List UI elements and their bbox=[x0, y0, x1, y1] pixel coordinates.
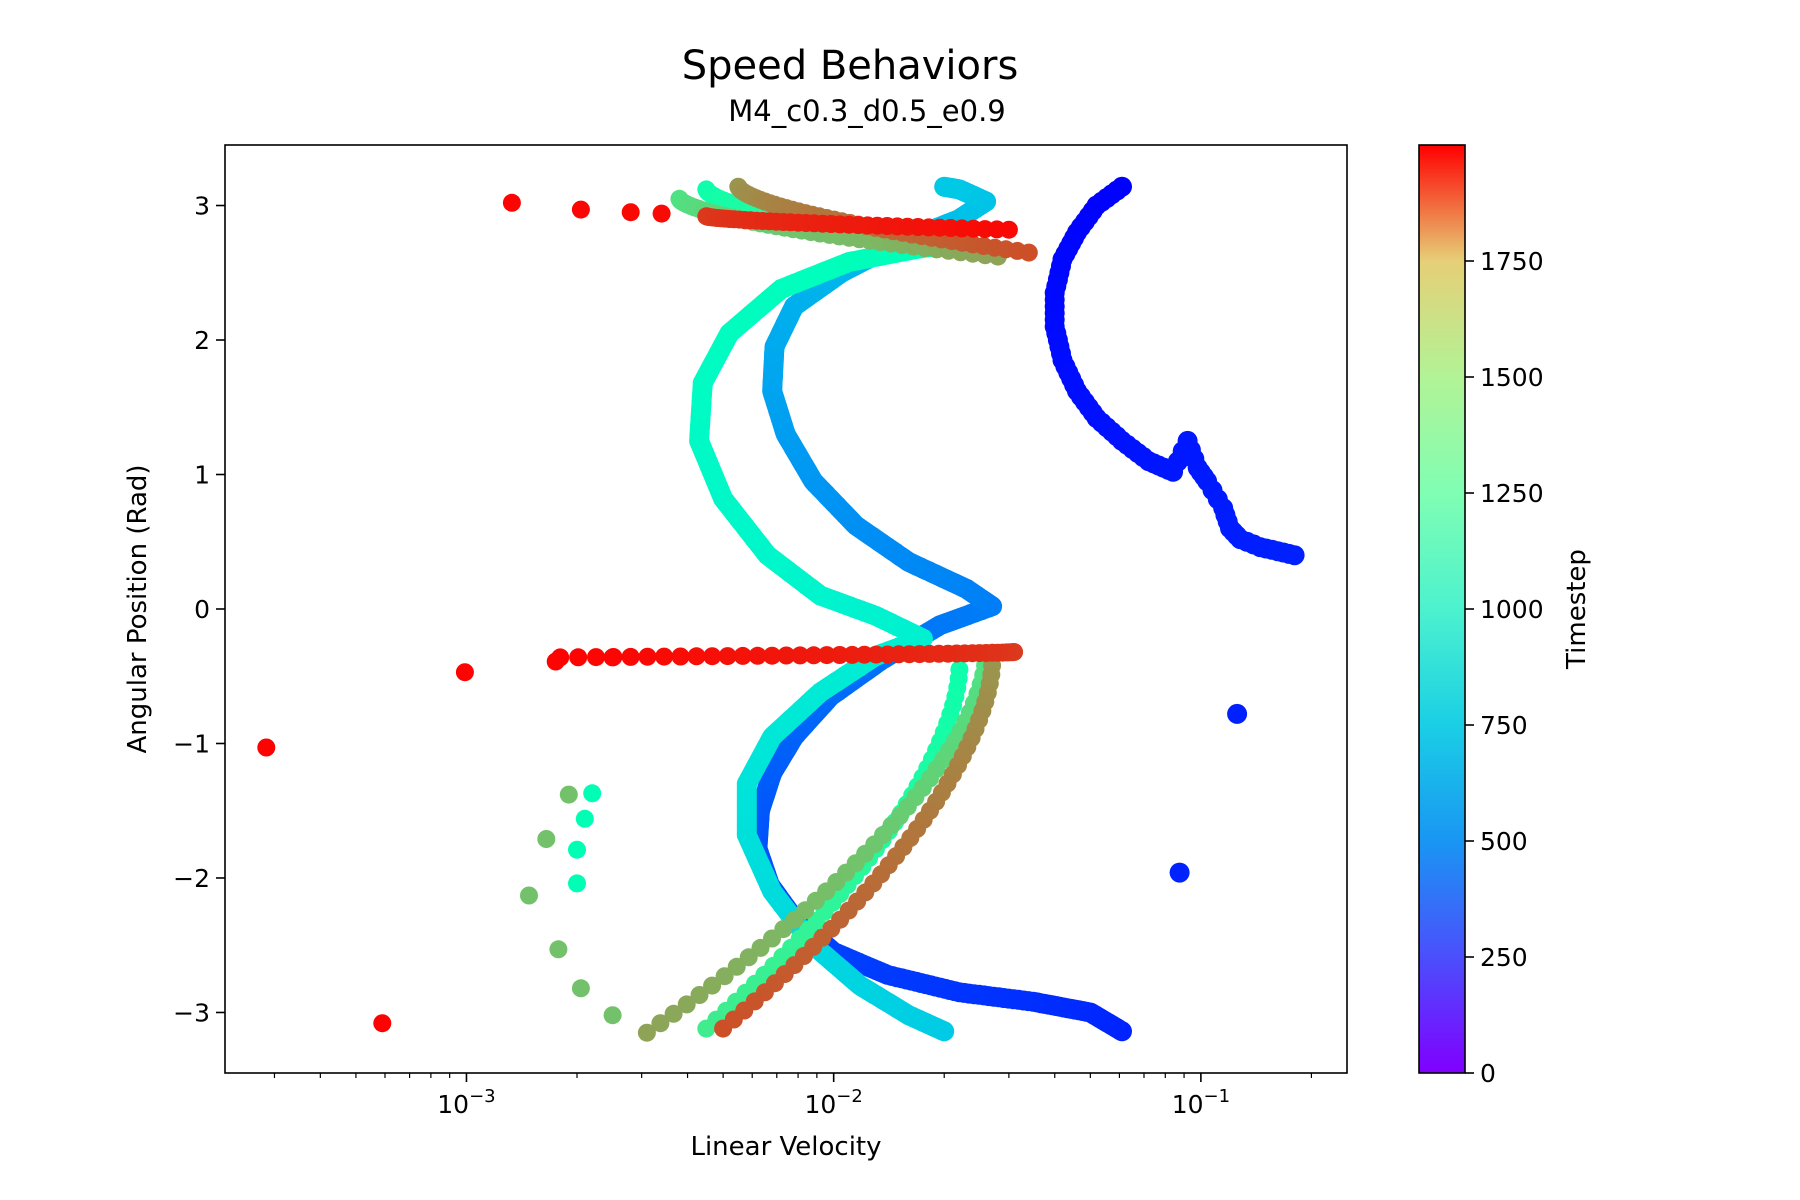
colorbar bbox=[1418, 144, 1466, 1074]
scatter-point-1272 bbox=[714, 1019, 733, 1038]
scatter-point-1302 bbox=[733, 646, 752, 665]
scatter-point-1300 bbox=[763, 646, 782, 665]
scatter-point-1190 bbox=[697, 1019, 716, 1038]
scatter-point-1295 bbox=[830, 646, 849, 664]
scatter-point-1225 bbox=[715, 967, 734, 986]
colorbar-tick-label: 1750 bbox=[1480, 247, 1544, 276]
x-tick-label: 10−3 bbox=[437, 1086, 495, 1119]
scatter-point-1306 bbox=[671, 647, 690, 666]
scatter-point-1323 bbox=[571, 979, 590, 998]
scatter-point-1307 bbox=[655, 647, 674, 666]
chart-title: Speed Behaviors bbox=[682, 43, 1019, 89]
scatter-point-1331 bbox=[568, 874, 586, 893]
colorbar-tick-label: 1000 bbox=[1480, 595, 1544, 624]
colorbar-label: Timestep bbox=[1562, 549, 1592, 670]
scatter-point-1311 bbox=[587, 648, 605, 667]
scatter-point-1312 bbox=[569, 648, 588, 667]
colorbar-tick-label: 250 bbox=[1480, 943, 1528, 972]
chart-subtitle: M4_c0.3_d0.5_e0.9 bbox=[728, 94, 1006, 128]
colorbar-tick-label: 0 bbox=[1480, 1059, 1496, 1088]
scatter-point-1315 bbox=[571, 200, 590, 219]
colorbar-tick-label: 1250 bbox=[1480, 479, 1544, 508]
y-tick-label: 0 bbox=[194, 595, 210, 624]
scatter-point-1229 bbox=[664, 1004, 683, 1023]
y-tick-label: 1 bbox=[194, 461, 210, 490]
scatter-point-1149 bbox=[999, 220, 1018, 239]
scatter-point-1108 bbox=[1019, 243, 1038, 262]
scatter-point-580 bbox=[934, 176, 955, 197]
y-tick-label: −2 bbox=[173, 864, 210, 893]
scatter-point-1320 bbox=[603, 648, 622, 667]
y-tick-label: −3 bbox=[173, 998, 210, 1027]
scatter-point-1231 bbox=[637, 1023, 656, 1042]
scatter-point-1226 bbox=[703, 976, 722, 995]
scatter-point-1325 bbox=[520, 886, 538, 905]
x-axis: 10−3 10−2 10−1 bbox=[273, 1073, 1313, 1119]
scatter-point-1299 bbox=[777, 646, 796, 665]
y-tick-label: 2 bbox=[194, 326, 210, 355]
scatter-point-1308 bbox=[638, 647, 657, 666]
colorbar-tick-label: 500 bbox=[1480, 827, 1528, 856]
scatter-point-1301 bbox=[748, 646, 767, 665]
x-tick-label: 10−1 bbox=[1172, 1086, 1230, 1119]
scatter-point-1329 bbox=[575, 809, 594, 828]
scatter-point-1330 bbox=[568, 840, 586, 859]
colorbar-axis: 0 250 500 750 1000 1250 1500 1750 bbox=[1465, 247, 1544, 1088]
scatter-point-1326 bbox=[537, 830, 556, 848]
scatter-point-1332 bbox=[583, 784, 602, 803]
scatter-point-1319 bbox=[546, 652, 565, 671]
colorbar-tick-label: 750 bbox=[1480, 711, 1528, 740]
y-axis: −3 −2 −1 0 1 2 3 bbox=[173, 192, 225, 1027]
scatter-point-1224 bbox=[727, 957, 746, 976]
x-tick-label: 10−2 bbox=[804, 1086, 862, 1119]
scatter-point-1294 bbox=[843, 645, 862, 664]
scatter-point-1321 bbox=[257, 738, 276, 757]
scatter-point-1298 bbox=[791, 646, 810, 665]
scatter-point-1227 bbox=[690, 986, 709, 1004]
scatter-point-1230 bbox=[651, 1014, 670, 1033]
scatter-point-1223 bbox=[739, 948, 758, 967]
scatter-points bbox=[257, 176, 1305, 1042]
scatter-point-1303 bbox=[718, 647, 737, 666]
scatter-point-83 bbox=[1227, 703, 1248, 724]
scatter-point-1304 bbox=[703, 647, 722, 666]
y-axis-label: Angular Position (Rad) bbox=[123, 464, 153, 753]
y-tick-label: 3 bbox=[194, 192, 210, 221]
scatter-point-1309 bbox=[621, 647, 640, 666]
y-tick-label: −1 bbox=[173, 729, 210, 758]
scatter-point-1297 bbox=[804, 646, 823, 665]
scatter-point-1324 bbox=[549, 940, 568, 959]
scatter-point-84 bbox=[1169, 862, 1190, 883]
scatter-point-82 bbox=[1284, 545, 1305, 566]
scatter-point-1228 bbox=[677, 995, 696, 1014]
scatter-point-1314 bbox=[502, 193, 521, 212]
x-axis-label: Linear Velocity bbox=[690, 1132, 881, 1162]
scatter-point-1322 bbox=[373, 1014, 392, 1033]
scatter-point-1328 bbox=[603, 1006, 622, 1025]
scatter-point-1296 bbox=[817, 646, 836, 665]
scatter-point-1305 bbox=[687, 647, 706, 666]
scatter-point-1327 bbox=[559, 785, 578, 804]
scatter-point-1318 bbox=[455, 663, 474, 682]
scatter-point-1317 bbox=[652, 204, 671, 223]
scatter-point-1316 bbox=[621, 203, 640, 222]
colorbar-tick-label: 1500 bbox=[1480, 363, 1544, 392]
